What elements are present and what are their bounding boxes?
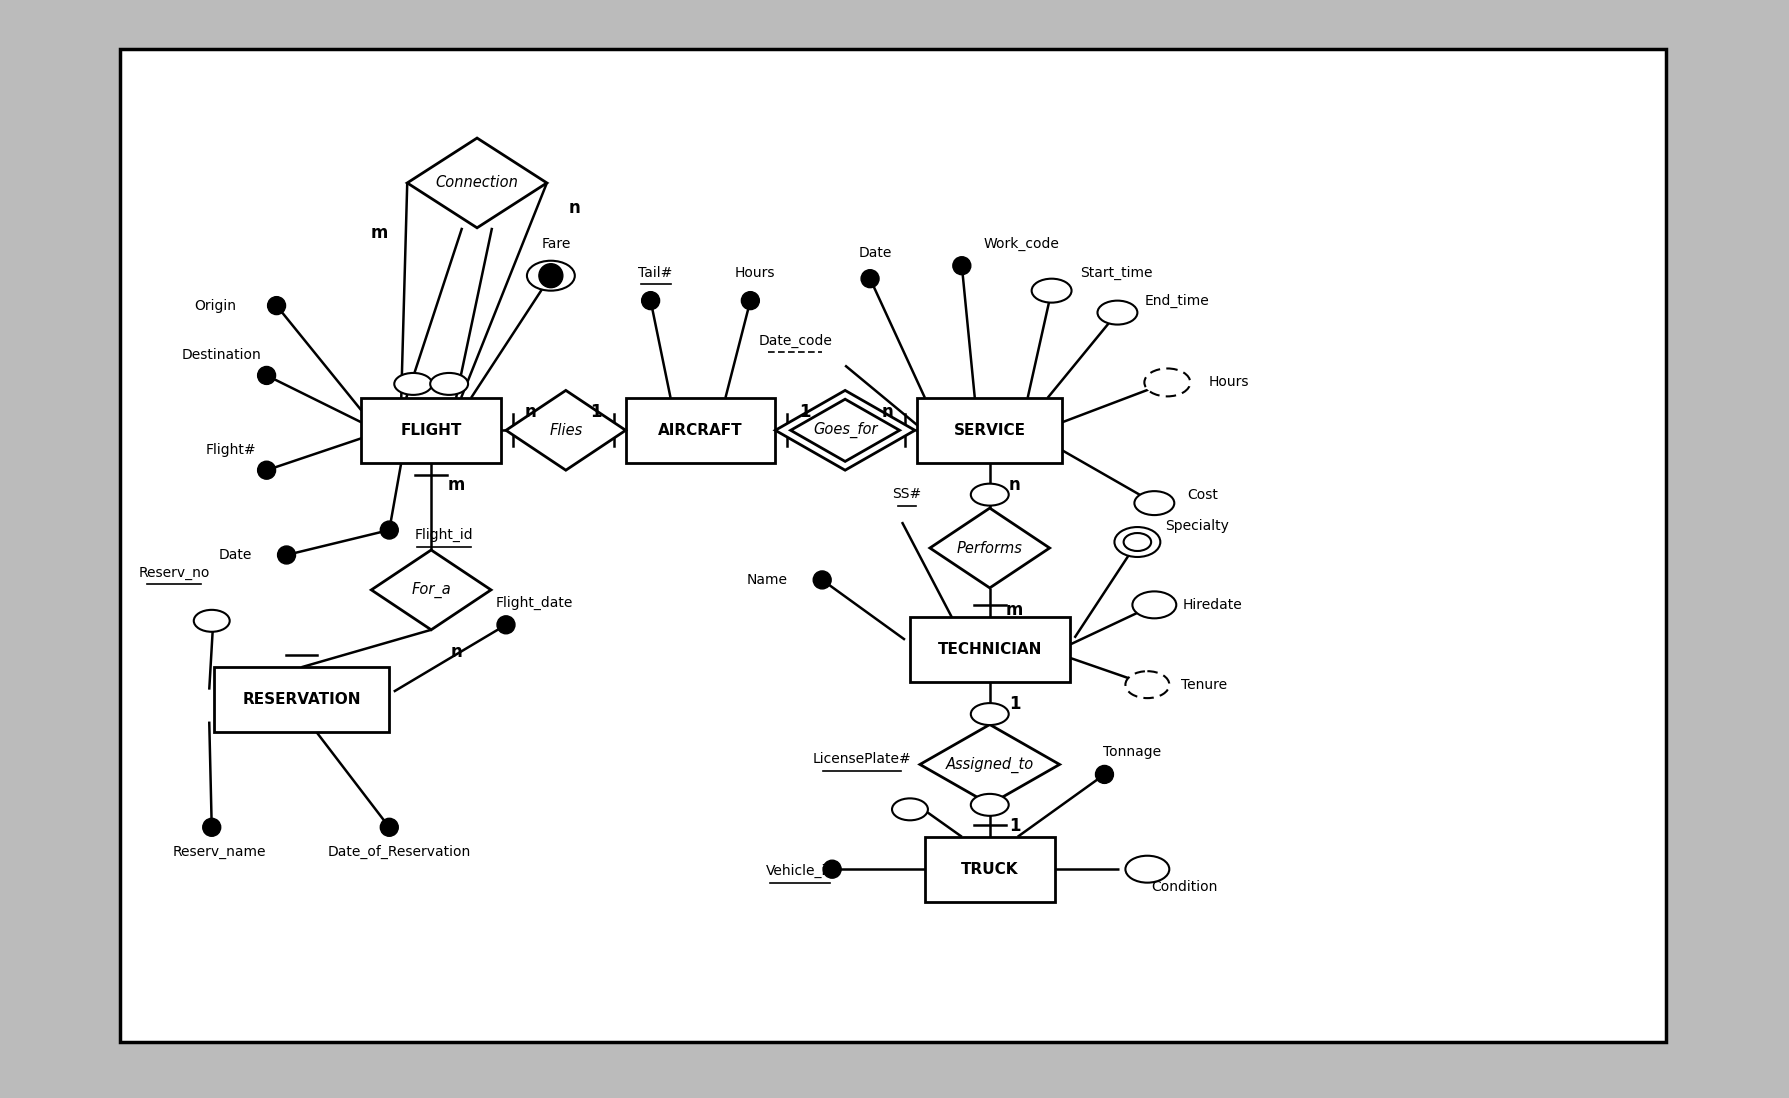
Text: Fare: Fare bbox=[540, 237, 571, 250]
Text: n: n bbox=[569, 199, 580, 217]
Polygon shape bbox=[506, 391, 626, 470]
Text: n: n bbox=[451, 642, 462, 661]
FancyBboxPatch shape bbox=[909, 617, 1070, 682]
Text: 1: 1 bbox=[1009, 817, 1020, 836]
Text: Performs: Performs bbox=[957, 540, 1022, 556]
Polygon shape bbox=[370, 550, 490, 630]
Text: Tail#: Tail# bbox=[639, 266, 673, 280]
Text: Vehicle_id: Vehicle_id bbox=[766, 864, 834, 878]
Text: SERVICE: SERVICE bbox=[954, 423, 1025, 438]
Text: Origin: Origin bbox=[195, 299, 236, 313]
FancyBboxPatch shape bbox=[918, 397, 1061, 462]
Text: m: m bbox=[447, 475, 465, 494]
Text: Start_time: Start_time bbox=[1079, 266, 1152, 280]
Ellipse shape bbox=[1134, 491, 1174, 515]
Circle shape bbox=[812, 571, 830, 589]
Text: Goes_for: Goes_for bbox=[812, 423, 877, 438]
Circle shape bbox=[497, 616, 515, 634]
Circle shape bbox=[379, 522, 397, 539]
Text: Reserv_name: Reserv_name bbox=[174, 845, 267, 860]
Text: 1: 1 bbox=[590, 403, 601, 422]
Ellipse shape bbox=[1143, 369, 1190, 396]
Text: Date: Date bbox=[218, 548, 252, 562]
Text: n: n bbox=[1009, 475, 1020, 494]
Text: Reserv_no: Reserv_no bbox=[138, 565, 209, 580]
Text: Flight#: Flight# bbox=[206, 444, 256, 457]
Polygon shape bbox=[920, 725, 1059, 805]
Text: LicensePlate#: LicensePlate# bbox=[812, 752, 911, 766]
Ellipse shape bbox=[1125, 855, 1168, 883]
FancyBboxPatch shape bbox=[626, 397, 775, 462]
Circle shape bbox=[823, 860, 841, 878]
Text: Date_of_Reservation: Date_of_Reservation bbox=[327, 845, 471, 860]
Text: Condition: Condition bbox=[1150, 881, 1217, 894]
Text: Tonnage: Tonnage bbox=[1102, 746, 1161, 760]
Text: Connection: Connection bbox=[435, 176, 519, 190]
Ellipse shape bbox=[1123, 533, 1150, 551]
Text: Date: Date bbox=[859, 246, 891, 260]
Ellipse shape bbox=[394, 373, 431, 395]
Text: n: n bbox=[524, 403, 537, 422]
Text: Specialty: Specialty bbox=[1165, 519, 1229, 533]
Text: Hours: Hours bbox=[735, 266, 775, 280]
Text: Flight_date: Flight_date bbox=[496, 596, 572, 609]
Circle shape bbox=[861, 270, 878, 288]
Text: Flies: Flies bbox=[549, 423, 581, 438]
Ellipse shape bbox=[429, 373, 467, 395]
Ellipse shape bbox=[1030, 279, 1072, 303]
Text: Assigned_to: Assigned_to bbox=[945, 757, 1034, 773]
FancyBboxPatch shape bbox=[215, 668, 388, 732]
Text: For_a: For_a bbox=[411, 582, 451, 598]
Ellipse shape bbox=[1115, 527, 1159, 557]
Text: 1: 1 bbox=[800, 403, 810, 422]
Polygon shape bbox=[930, 508, 1048, 587]
Ellipse shape bbox=[1097, 301, 1136, 325]
Text: Destination: Destination bbox=[182, 348, 261, 362]
Circle shape bbox=[640, 292, 658, 310]
Text: m: m bbox=[1005, 601, 1023, 619]
Text: Hiredate: Hiredate bbox=[1183, 597, 1242, 612]
Text: Hours: Hours bbox=[1208, 376, 1249, 390]
Text: Cost: Cost bbox=[1186, 489, 1217, 502]
Ellipse shape bbox=[970, 703, 1009, 725]
Text: Tenure: Tenure bbox=[1181, 677, 1227, 692]
FancyBboxPatch shape bbox=[120, 49, 1666, 1042]
Circle shape bbox=[258, 461, 276, 479]
Text: RESERVATION: RESERVATION bbox=[242, 692, 361, 707]
Polygon shape bbox=[775, 391, 914, 470]
Circle shape bbox=[379, 818, 397, 837]
Ellipse shape bbox=[193, 609, 229, 631]
Text: Work_code: Work_code bbox=[984, 237, 1059, 250]
Text: FLIGHT: FLIGHT bbox=[401, 423, 462, 438]
Text: Date_code: Date_code bbox=[759, 334, 832, 348]
Text: SS#: SS# bbox=[893, 488, 921, 501]
Text: m: m bbox=[370, 224, 388, 242]
Ellipse shape bbox=[891, 798, 927, 820]
Text: Name: Name bbox=[746, 573, 787, 587]
Circle shape bbox=[1095, 765, 1113, 783]
Text: TRUCK: TRUCK bbox=[961, 862, 1018, 876]
Circle shape bbox=[741, 292, 759, 310]
Text: End_time: End_time bbox=[1145, 293, 1209, 307]
Text: AIRCRAFT: AIRCRAFT bbox=[658, 423, 742, 438]
Ellipse shape bbox=[526, 260, 574, 291]
Ellipse shape bbox=[1132, 592, 1175, 618]
Polygon shape bbox=[791, 400, 900, 461]
Text: TECHNICIAN: TECHNICIAN bbox=[937, 642, 1041, 658]
Ellipse shape bbox=[1125, 671, 1168, 698]
Circle shape bbox=[952, 257, 970, 274]
Ellipse shape bbox=[970, 483, 1009, 505]
Text: Flight_id: Flight_id bbox=[415, 528, 474, 542]
Circle shape bbox=[258, 367, 276, 384]
Ellipse shape bbox=[970, 794, 1009, 816]
Text: n: n bbox=[882, 403, 893, 422]
Text: 1: 1 bbox=[1009, 695, 1020, 713]
Circle shape bbox=[267, 296, 286, 315]
Circle shape bbox=[277, 546, 295, 564]
Circle shape bbox=[202, 818, 220, 837]
FancyBboxPatch shape bbox=[361, 397, 501, 462]
Polygon shape bbox=[408, 138, 547, 227]
FancyBboxPatch shape bbox=[925, 837, 1054, 901]
Circle shape bbox=[538, 264, 562, 288]
